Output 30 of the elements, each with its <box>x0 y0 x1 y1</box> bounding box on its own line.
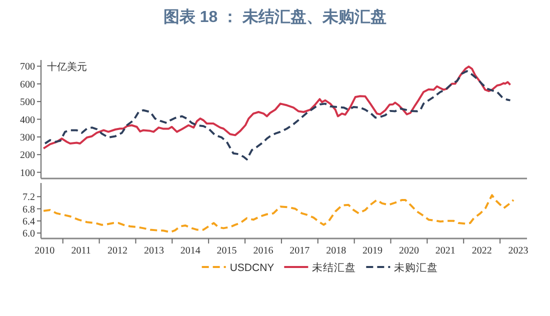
y-tick-label: 400 <box>20 114 35 126</box>
x-tick-label: 2018 <box>326 246 346 256</box>
y-tick-label: 6.0 <box>22 228 35 240</box>
x-tick-label: 2013 <box>144 246 164 256</box>
x-tick-label: 2023 <box>508 246 528 256</box>
y-tick-label: 100 <box>20 168 35 179</box>
legend-label: USDCNY <box>230 262 274 274</box>
x-tick-label: 2020 <box>398 246 419 256</box>
x-tick-label: 2017 <box>290 246 310 256</box>
y-tick-label: 6.8 <box>22 204 35 216</box>
y-tick-label: 300 <box>20 132 35 144</box>
legend-label: 未结汇盘 <box>312 261 356 274</box>
x-tick-label: 2016 <box>253 246 274 256</box>
x-tick-label: 2015 <box>216 246 237 256</box>
x-tick-label: 2022 <box>472 246 492 256</box>
x-tick-label: 2019 <box>362 246 383 256</box>
y-tick-label: 600 <box>20 79 35 90</box>
y-tick-label: 500 <box>20 97 35 108</box>
legend-label: 未购汇盘 <box>394 261 438 274</box>
y-tick-label: 700 <box>20 62 35 73</box>
x-tick-label: 2012 <box>108 246 128 256</box>
y-axis-title: 十亿美元 <box>47 61 87 73</box>
y-tick-label: 7.2 <box>22 192 35 204</box>
x-tick-label: 2011 <box>71 246 91 256</box>
x-tick-label: 2010 <box>34 246 55 256</box>
x-tick-label: 2014 <box>180 246 200 256</box>
x-tick-label: 2021 <box>435 246 456 256</box>
y-tick-label: 200 <box>20 150 35 162</box>
chart-title: 图表 18 ： 未结汇盘、未购汇盘 <box>163 8 387 26</box>
y-tick-label: 6.4 <box>22 216 35 228</box>
